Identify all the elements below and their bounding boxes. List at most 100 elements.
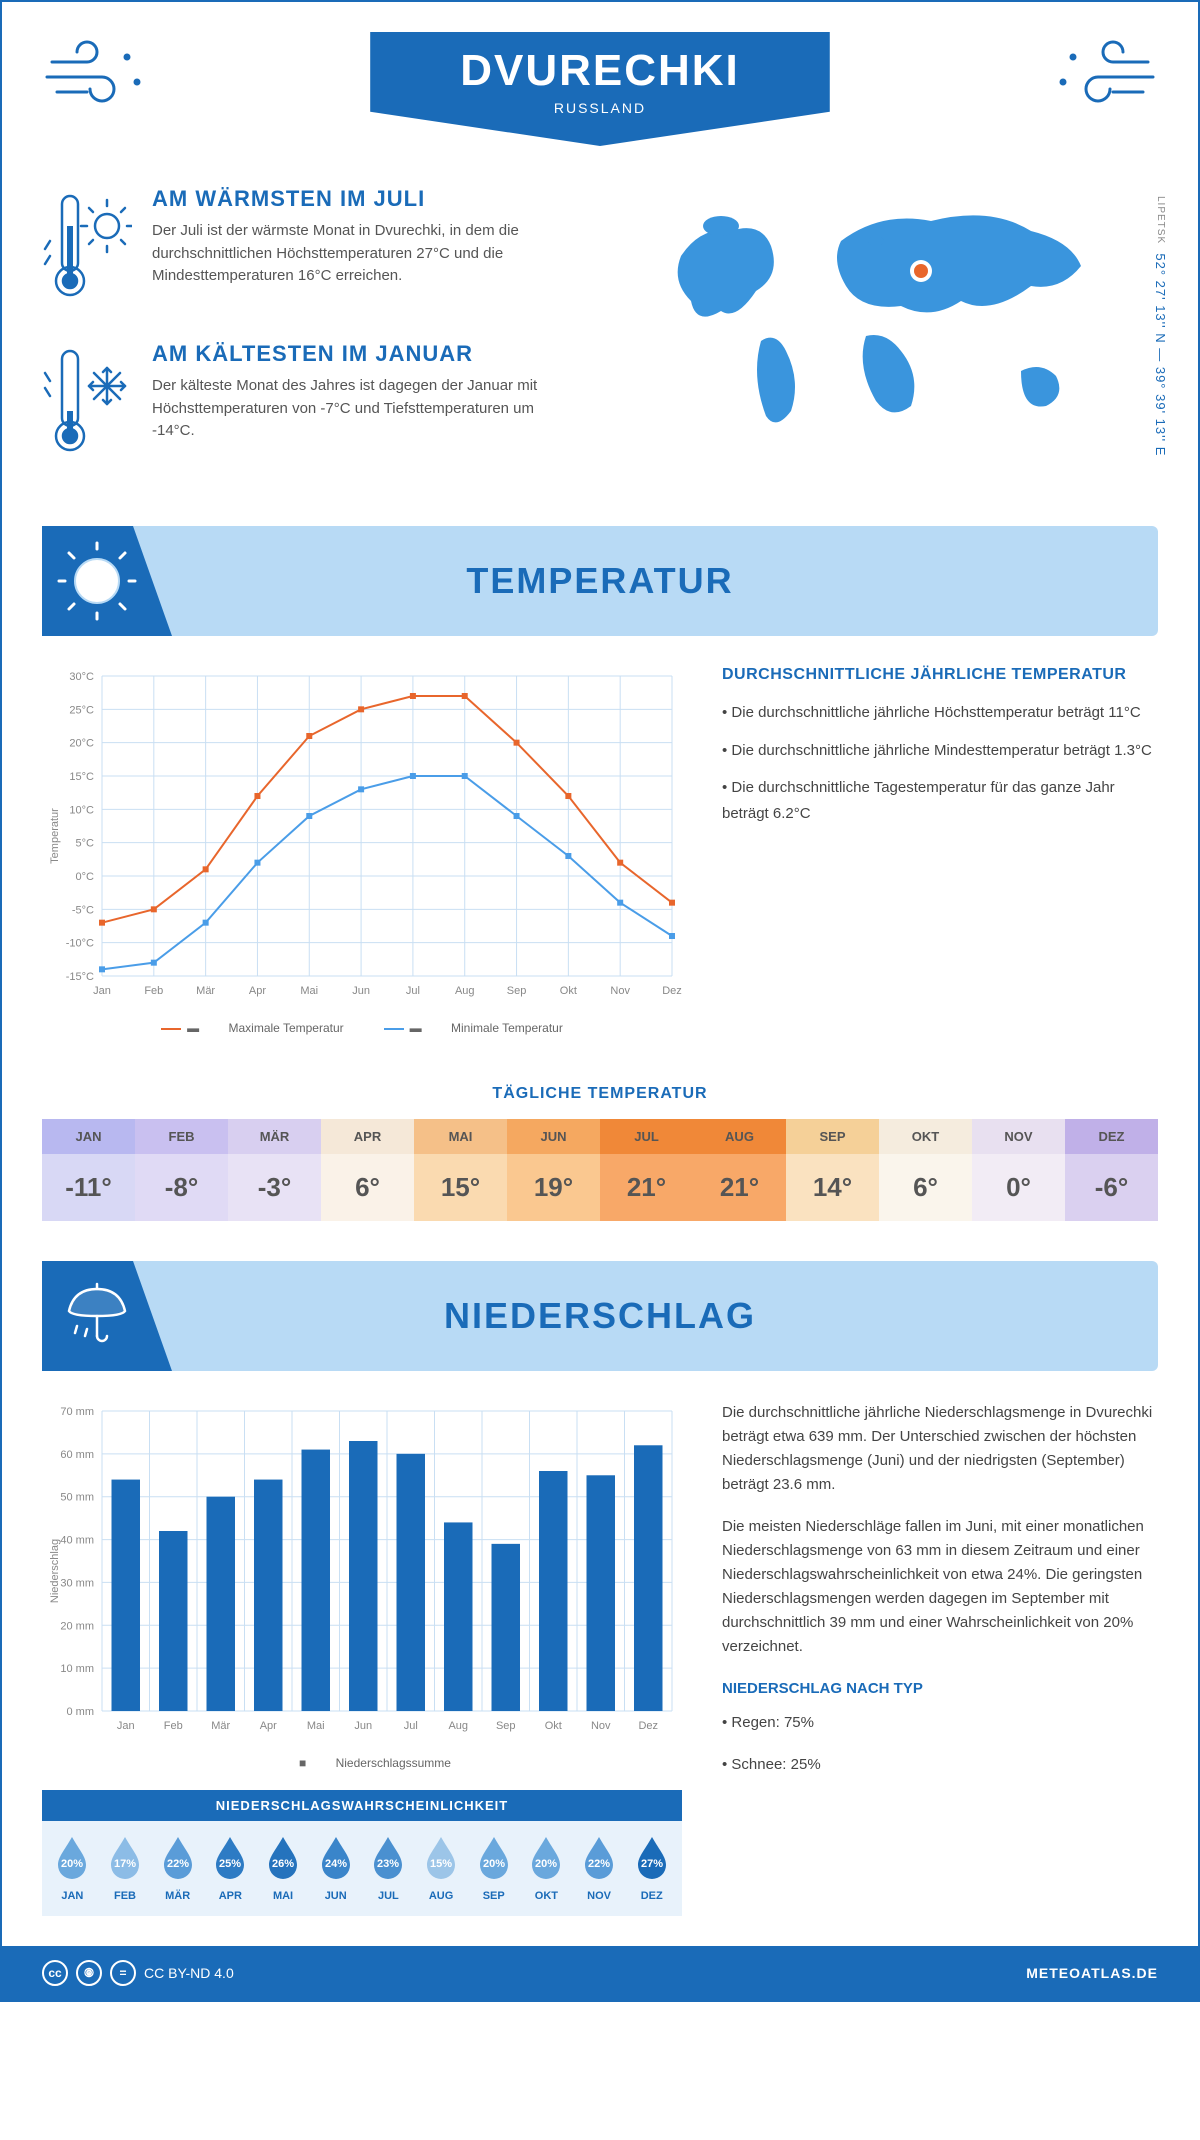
- svg-text:20%: 20%: [483, 1858, 505, 1870]
- svg-text:30°C: 30°C: [69, 671, 94, 683]
- precipitation-left: 0 mm10 mm20 mm30 mm40 mm50 mm60 mm70 mmJ…: [42, 1401, 682, 1916]
- site-name: METEOATLAS.DE: [1026, 1965, 1158, 1981]
- intro-text-column: AM WÄRMSTEN IM JULI Der Juli ist der wär…: [42, 186, 611, 496]
- svg-text:20%: 20%: [535, 1858, 557, 1870]
- svg-text:Sep: Sep: [496, 1720, 516, 1732]
- svg-text:22%: 22%: [588, 1858, 610, 1870]
- daily-temp-cell: APR6°: [321, 1119, 414, 1221]
- daily-temp-cell: MÄR-3°: [228, 1119, 321, 1221]
- svg-text:Okt: Okt: [560, 985, 577, 997]
- svg-text:Aug: Aug: [448, 1720, 468, 1732]
- svg-text:24%: 24%: [325, 1858, 347, 1870]
- title-banner: DVURECHKI RUSSLAND: [370, 32, 830, 146]
- daily-temp-cell: FEB-8°: [135, 1119, 228, 1221]
- temperature-body: -15°C-10°C-5°C0°C5°C10°C15°C20°C25°C30°C…: [2, 636, 1198, 1065]
- precipitation-info: Die durchschnittliche jährliche Niedersc…: [722, 1401, 1158, 1916]
- svg-text:Jul: Jul: [406, 985, 420, 997]
- temperature-banner: TEMPERATUR: [42, 526, 1158, 636]
- thermometer-cold-icon: [42, 341, 132, 466]
- probability-title: NIEDERSCHLAGSWAHRSCHEINLICHKEIT: [42, 1790, 682, 1821]
- by-icon: 🞋: [76, 1960, 102, 1986]
- svg-text:40 mm: 40 mm: [60, 1535, 94, 1547]
- city-title: DVURECHKI: [460, 46, 740, 96]
- temperature-info: DURCHSCHNITTLICHE JÄHRLICHE TEMPERATUR •…: [722, 666, 1158, 1035]
- svg-text:-15°C: -15°C: [66, 971, 94, 983]
- wind-icon: [1048, 32, 1158, 117]
- svg-text:10 mm: 10 mm: [60, 1663, 94, 1675]
- map-column: LIPETSK 52° 27' 13'' N — 39° 39' 13'' E: [641, 186, 1158, 496]
- svg-text:-5°C: -5°C: [72, 904, 94, 916]
- svg-text:Nov: Nov: [591, 1720, 611, 1732]
- precipitation-title: NIEDERSCHLAG: [444, 1295, 756, 1337]
- cc-icon: cc: [42, 1960, 68, 1986]
- legend-min: ▬ Minimale Temperatur: [384, 1021, 563, 1035]
- svg-text:20 mm: 20 mm: [60, 1620, 94, 1632]
- precip-legend-label: ■ Niederschlagssumme: [273, 1756, 451, 1770]
- svg-text:15%: 15%: [430, 1858, 452, 1870]
- precipitation-banner: NIEDERSCHLAG: [42, 1261, 1158, 1371]
- precip-legend: ■ Niederschlagssumme: [42, 1756, 682, 1770]
- svg-text:Apr: Apr: [249, 985, 266, 997]
- svg-text:0 mm: 0 mm: [67, 1706, 95, 1718]
- svg-text:60 mm: 60 mm: [60, 1449, 94, 1461]
- svg-text:Dez: Dez: [662, 985, 682, 997]
- probability-cell: 27%DEZ: [625, 1835, 678, 1902]
- svg-text:Feb: Feb: [144, 985, 163, 997]
- svg-text:22%: 22%: [167, 1858, 189, 1870]
- daily-temp-cell: SEP14°: [786, 1119, 879, 1221]
- precip-type: • Regen: 75%: [722, 1711, 1158, 1735]
- header: DVURECHKI RUSSLAND: [2, 2, 1198, 166]
- daily-temp-cell: JUN19°: [507, 1119, 600, 1221]
- probability-cell: 24%JUN: [309, 1835, 362, 1902]
- precipitation-body: 0 mm10 mm20 mm30 mm40 mm50 mm60 mm70 mmJ…: [2, 1371, 1198, 1946]
- svg-text:Mär: Mär: [196, 985, 215, 997]
- temperature-chart: -15°C-10°C-5°C0°C5°C10°C15°C20°C25°C30°C…: [42, 666, 682, 1035]
- temp-bullet: • Die durchschnittliche jährliche Höchst…: [722, 700, 1158, 726]
- svg-text:Temperatur: Temperatur: [49, 808, 61, 864]
- probability-cell: 17%FEB: [99, 1835, 152, 1902]
- svg-text:50 mm: 50 mm: [60, 1492, 94, 1504]
- coldest-text: Der kälteste Monat des Jahres ist dagege…: [152, 375, 572, 443]
- coldest-block: AM KÄLTESTEN IM JANUAR Der kälteste Mona…: [42, 341, 611, 466]
- svg-text:Niederschlag: Niederschlag: [49, 1539, 61, 1603]
- precipitation-chart: 0 mm10 mm20 mm30 mm40 mm50 mm60 mm70 mmJ…: [42, 1401, 682, 1741]
- svg-text:Jan: Jan: [93, 985, 111, 997]
- temperature-title: TEMPERATUR: [466, 560, 733, 602]
- intro-section: AM WÄRMSTEN IM JULI Der Juli ist der wär…: [2, 166, 1198, 526]
- svg-text:25°C: 25°C: [69, 704, 94, 716]
- page: DVURECHKI RUSSLAND AM WÄRMSTEN IM JULI D…: [0, 0, 1200, 2002]
- daily-temp-cell: OKT6°: [879, 1119, 972, 1221]
- svg-text:17%: 17%: [114, 1858, 136, 1870]
- svg-text:15°C: 15°C: [69, 771, 94, 783]
- svg-text:Okt: Okt: [545, 1720, 562, 1732]
- svg-text:Nov: Nov: [610, 985, 630, 997]
- temp-bullet: • Die durchschnittliche Tagestemperatur …: [722, 775, 1158, 826]
- daily-temp-cell: DEZ-6°: [1065, 1119, 1158, 1221]
- probability-cell: 15%AUG: [415, 1835, 468, 1902]
- svg-text:30 mm: 30 mm: [60, 1577, 94, 1589]
- probability-cell: 20%JAN: [46, 1835, 99, 1902]
- probability-cell: 23%JUL: [362, 1835, 415, 1902]
- warmest-title: AM WÄRMSTEN IM JULI: [152, 186, 572, 212]
- probability-cell: 20%OKT: [520, 1835, 573, 1902]
- precip-text: Die durchschnittliche jährliche Niedersc…: [722, 1401, 1158, 1497]
- svg-text:26%: 26%: [272, 1858, 294, 1870]
- umbrella-icon: [42, 1261, 172, 1371]
- svg-text:Feb: Feb: [164, 1720, 183, 1732]
- svg-text:Jan: Jan: [117, 1720, 135, 1732]
- temp-bullet: • Die durchschnittliche jährliche Mindes…: [722, 738, 1158, 764]
- svg-text:Mär: Mär: [211, 1720, 230, 1732]
- coldest-title: AM KÄLTESTEN IM JANUAR: [152, 341, 572, 367]
- wind-icon: [42, 32, 152, 117]
- svg-text:Jul: Jul: [404, 1720, 418, 1732]
- probability-cell: 22%MÄR: [151, 1835, 204, 1902]
- svg-text:Apr: Apr: [260, 1720, 277, 1732]
- temperature-legend: ▬ Maximale Temperatur ▬ Minimale Tempera…: [42, 1021, 682, 1035]
- svg-text:23%: 23%: [377, 1858, 399, 1870]
- svg-text:20%: 20%: [61, 1858, 83, 1870]
- daily-temp-cell: AUG21°: [693, 1119, 786, 1221]
- precip-text: Die meisten Niederschläge fallen im Juni…: [722, 1515, 1158, 1659]
- svg-text:Jun: Jun: [354, 1720, 372, 1732]
- svg-text:-10°C: -10°C: [66, 938, 94, 950]
- sun-icon: [42, 526, 172, 636]
